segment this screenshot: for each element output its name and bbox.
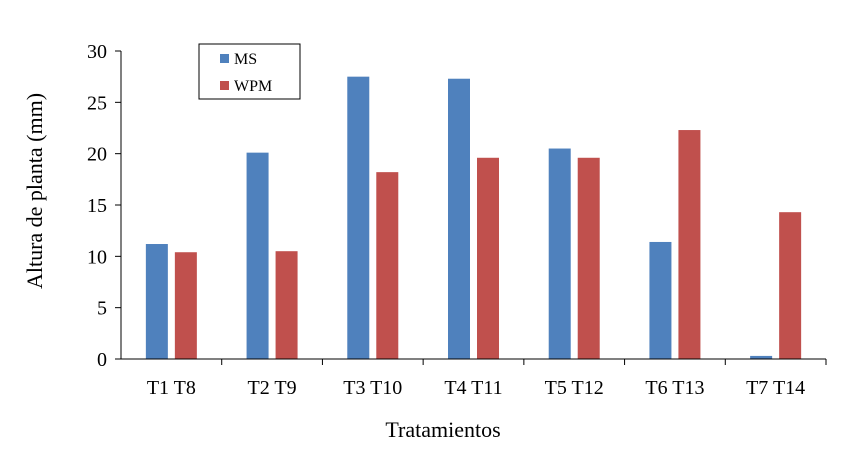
x-tick-label: T4 T11 [444, 377, 502, 399]
legend-swatch-wpm [220, 81, 229, 90]
legend-swatch-ms [220, 54, 229, 63]
legend: MS WPM [198, 43, 301, 100]
bar-ms-4 [448, 78, 470, 359]
bar-wpm-2 [275, 251, 298, 359]
x-axis-title: Tratamientos [385, 417, 500, 442]
bar-wpm-4 [477, 157, 499, 359]
bar-ms-1 [145, 244, 168, 359]
legend-box [198, 43, 301, 100]
axes [120, 51, 826, 360]
y-tick-label: 20 [87, 144, 107, 166]
x-tick-label: T6 T13 [645, 377, 704, 399]
y-tick-label: 10 [87, 246, 107, 268]
x-tick-label: T2 T9 [248, 377, 297, 399]
x-tick-label: T1 T8 [147, 377, 196, 399]
bar-wpm-5 [577, 157, 600, 359]
bars [145, 76, 802, 360]
bar-wpm-3 [376, 172, 399, 359]
legend-label-wpm: WPM [234, 78, 272, 95]
y-tick-label: 5 [97, 298, 107, 320]
x-tick-label: T5 T12 [545, 377, 604, 399]
x-axis-ticks: T1 T8 T2 T9 T3 T10 T4 T11 T5 T12 T6 T13 T7 T14 [147, 359, 827, 399]
x-tick-label: T7 T14 [746, 377, 805, 399]
y-axis-title: Altura de planta (mm) [22, 93, 47, 289]
bar-ms-7 [750, 355, 773, 359]
y-axis-ticks: 0 5 10 15 20 25 30 [87, 41, 121, 371]
bar-wpm-6 [678, 130, 701, 359]
bar-ms-3 [347, 76, 370, 360]
y-tick-label: 0 [97, 349, 107, 371]
y-tick-label: 15 [87, 195, 107, 217]
y-tick-label: 30 [87, 41, 107, 63]
bar-ms-2 [246, 152, 269, 359]
legend-label-ms: MS [234, 51, 257, 68]
bar-ms-5 [548, 148, 571, 359]
x-tick-label: T3 T10 [343, 377, 402, 399]
bar-wpm-7 [779, 212, 802, 359]
bar-wpm-1 [174, 252, 197, 359]
bar-ms-6 [649, 241, 672, 359]
y-tick-label: 25 [87, 92, 107, 114]
